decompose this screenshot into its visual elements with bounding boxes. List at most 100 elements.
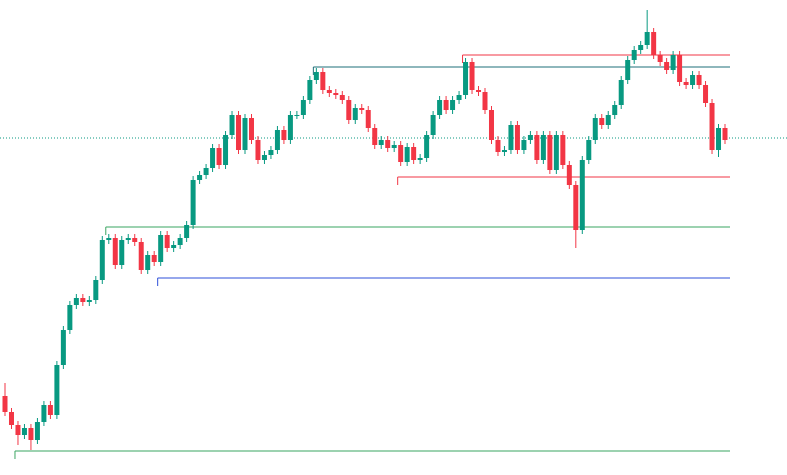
candle-body bbox=[703, 85, 709, 103]
candle-body bbox=[443, 100, 449, 110]
candle-body bbox=[216, 148, 222, 165]
candle-body bbox=[709, 103, 715, 150]
candle-body bbox=[463, 62, 469, 95]
candle-body bbox=[41, 405, 47, 422]
candle-body bbox=[21, 428, 27, 435]
candle-body bbox=[547, 135, 553, 170]
candle-body bbox=[15, 425, 21, 435]
candle-body bbox=[618, 80, 624, 105]
candle-body bbox=[514, 125, 520, 150]
candle-body bbox=[158, 235, 164, 262]
candle-body bbox=[229, 115, 235, 135]
candle-body bbox=[404, 147, 410, 162]
candle-body bbox=[553, 135, 559, 170]
candle-body bbox=[28, 428, 34, 440]
candle-body bbox=[664, 62, 670, 70]
candle-body bbox=[184, 225, 190, 238]
candle-body bbox=[365, 110, 371, 128]
candle-body bbox=[476, 90, 482, 92]
candle-body bbox=[34, 422, 40, 440]
candle-body bbox=[696, 75, 702, 85]
candle-body bbox=[599, 118, 605, 125]
candle-body bbox=[93, 280, 99, 300]
candle-body bbox=[573, 185, 579, 230]
candle-body bbox=[177, 238, 183, 245]
candle-body bbox=[385, 140, 391, 148]
candle-body bbox=[352, 108, 358, 120]
candle-body bbox=[437, 100, 443, 115]
candle-body bbox=[398, 145, 404, 162]
candle-body bbox=[171, 245, 177, 248]
candle-body bbox=[138, 242, 144, 270]
candle-body bbox=[210, 148, 216, 168]
candle-body bbox=[579, 160, 585, 230]
candle-body bbox=[313, 72, 319, 80]
candle-body bbox=[430, 115, 436, 135]
candle-body bbox=[2, 396, 8, 412]
candle-body bbox=[333, 93, 339, 95]
candle-body bbox=[268, 150, 274, 155]
candle-body bbox=[566, 165, 572, 185]
candle-body bbox=[592, 118, 598, 140]
candle-body bbox=[274, 130, 280, 150]
candle-body bbox=[359, 108, 365, 110]
candle-body bbox=[417, 158, 423, 160]
candle-body bbox=[248, 118, 254, 140]
candle-body bbox=[339, 95, 345, 100]
candle-body bbox=[346, 100, 352, 120]
candle-body bbox=[203, 168, 209, 175]
candle-body bbox=[631, 50, 637, 60]
candle-body bbox=[638, 45, 644, 50]
candle-body bbox=[255, 140, 261, 160]
candle-body bbox=[164, 235, 170, 248]
candle-body bbox=[119, 240, 125, 265]
candle-body bbox=[469, 62, 475, 90]
candle-body bbox=[716, 128, 722, 150]
candle-body bbox=[625, 60, 631, 80]
candle-body bbox=[495, 140, 501, 152]
candle-body bbox=[690, 75, 696, 85]
candle-body bbox=[501, 150, 507, 152]
candle-body bbox=[300, 100, 306, 115]
candle-body bbox=[307, 80, 313, 100]
candle-body bbox=[456, 95, 462, 100]
candle-body bbox=[132, 238, 138, 242]
candle-body bbox=[657, 55, 663, 62]
candle-body bbox=[411, 147, 417, 160]
candle-body bbox=[125, 238, 131, 240]
candle-body bbox=[99, 240, 105, 280]
candle-body bbox=[534, 135, 540, 160]
candle-body bbox=[670, 55, 676, 70]
candle-body bbox=[540, 135, 546, 160]
candle-body bbox=[683, 82, 689, 85]
candle-body bbox=[586, 140, 592, 160]
candle-body bbox=[424, 135, 430, 158]
candle-body bbox=[8, 412, 14, 425]
candle-body bbox=[651, 32, 657, 55]
candle-body bbox=[236, 115, 242, 150]
candle-body bbox=[378, 140, 384, 145]
candle-body bbox=[242, 118, 248, 150]
candle-body bbox=[67, 305, 73, 330]
candle-body bbox=[326, 90, 332, 93]
candle-body bbox=[47, 405, 53, 415]
candle-body bbox=[106, 238, 112, 240]
candle-body bbox=[560, 135, 566, 165]
candle-body bbox=[112, 238, 118, 265]
candle-body bbox=[722, 128, 728, 140]
candle-body bbox=[391, 145, 397, 148]
candle-body bbox=[482, 92, 488, 110]
candle-body bbox=[281, 130, 287, 140]
candle-body bbox=[190, 180, 196, 225]
candle-body bbox=[294, 115, 300, 116]
candle-body bbox=[644, 32, 650, 45]
candle-body bbox=[287, 115, 293, 140]
candle-body bbox=[527, 135, 533, 140]
candle-body bbox=[54, 365, 60, 415]
candle-body bbox=[151, 255, 157, 262]
candle-body bbox=[145, 255, 151, 270]
candle-body bbox=[677, 55, 683, 82]
candle-body bbox=[605, 115, 611, 125]
candle-body bbox=[73, 298, 79, 305]
